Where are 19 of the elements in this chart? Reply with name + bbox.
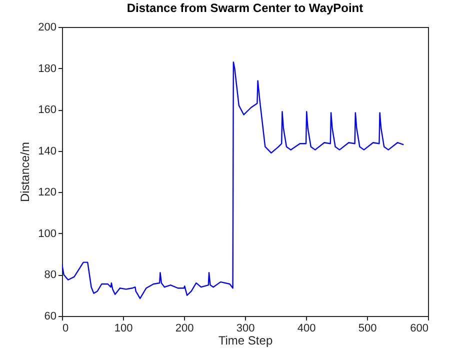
x-axis-title: Time Step [218,334,273,348]
y-tick-label: 140 [38,145,56,158]
x-tick-label: 400 [297,322,316,334]
y-tick-label: 180 [38,62,56,75]
x-tick-label: 100 [114,322,133,334]
y-tick-label: 120 [38,186,56,199]
y-tick-label: 80 [44,269,56,282]
x-tick-label: 600 [410,322,428,334]
y-tick-label: 100 [38,228,56,240]
x-tick-label: 200 [175,322,194,334]
y-tick-label: 160 [38,104,56,116]
x-tick-label: 0 [62,322,69,334]
y-axis-title: Distance/m [18,142,32,202]
line-series [62,61,404,300]
x-tick-label: 500 [358,322,377,334]
y-tick-label: 60 [44,310,56,322]
x-tick-label: 300 [236,322,255,334]
chart-title: Distance from Swarm Center to WayPoint [126,1,364,15]
y-tick-label: 200 [38,22,56,34]
